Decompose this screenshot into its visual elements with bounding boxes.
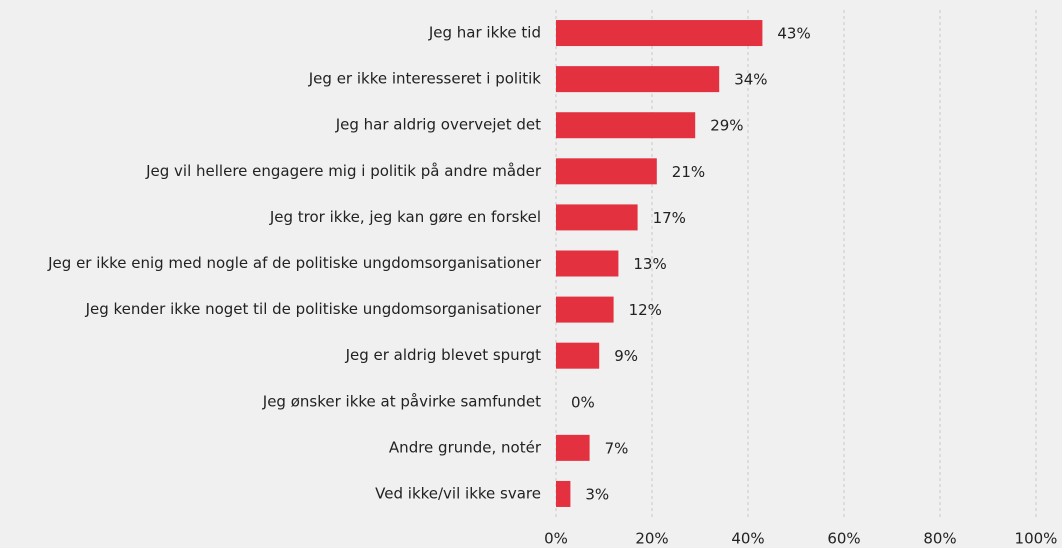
value-label: 34%	[734, 71, 767, 89]
category-label: Jeg er ikke enig med nogle af de politis…	[47, 254, 542, 272]
x-tick-label: 0%	[544, 530, 568, 548]
bar	[556, 158, 657, 185]
category-label: Andre grunde, notér	[389, 438, 542, 456]
value-label: 7%	[605, 439, 629, 457]
value-label: 12%	[629, 301, 662, 319]
value-label: 43%	[777, 25, 810, 43]
x-tick-label: 20%	[635, 530, 668, 548]
category-label: Jeg ønsker ikke at påvirke samfundet	[262, 392, 541, 410]
category-label: Jeg tror ikke, jeg kan gøre en forskel	[269, 208, 541, 226]
bar	[556, 20, 763, 47]
bar	[556, 342, 600, 369]
value-label: 21%	[672, 163, 705, 181]
category-label: Ved ikke/vil ikke svare	[375, 484, 541, 502]
x-tick-label: 60%	[827, 530, 860, 548]
bar	[556, 480, 571, 507]
category-label: Jeg er aldrig blevet spurgt	[345, 346, 542, 364]
category-label: Jeg er ikke interesseret i politik	[308, 70, 542, 88]
value-label: 29%	[710, 117, 743, 135]
value-label: 9%	[614, 347, 638, 365]
bar	[556, 204, 638, 231]
value-label: 0%	[571, 393, 595, 411]
x-tick-label: 40%	[731, 530, 764, 548]
x-tick-label: 80%	[923, 530, 956, 548]
bar	[556, 250, 619, 277]
bar	[556, 434, 590, 461]
value-label: 3%	[585, 485, 609, 503]
category-label: Jeg kender ikke noget til de politiske u…	[85, 300, 542, 318]
value-label: 17%	[653, 209, 686, 227]
bar	[556, 66, 720, 93]
category-label: Jeg har aldrig overvejet det	[335, 116, 541, 134]
x-tick-label: 100%	[1015, 530, 1058, 548]
bar	[556, 112, 696, 139]
bar	[556, 296, 614, 323]
category-label: Jeg vil hellere engagere mig i politik p…	[145, 162, 542, 180]
value-label: 13%	[633, 255, 666, 273]
category-label: Jeg har ikke tid	[428, 24, 541, 42]
